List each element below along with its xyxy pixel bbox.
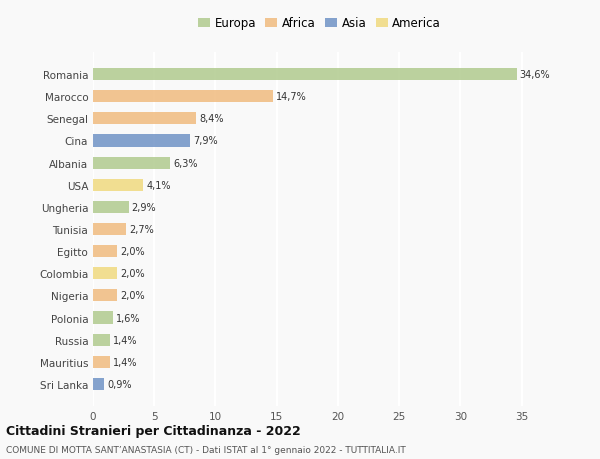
Bar	[93, 312, 113, 324]
Text: COMUNE DI MOTTA SANT’ANASTASIA (CT) - Dati ISTAT al 1° gennaio 2022 - TUTTITALIA: COMUNE DI MOTTA SANT’ANASTASIA (CT) - Da…	[6, 445, 406, 454]
Bar	[93, 202, 128, 213]
Bar	[93, 268, 118, 280]
Text: 8,4%: 8,4%	[199, 114, 223, 124]
Text: 1,4%: 1,4%	[113, 335, 138, 345]
Legend: Europa, Africa, Asia, America: Europa, Africa, Asia, America	[193, 13, 446, 35]
Text: 2,0%: 2,0%	[121, 269, 145, 279]
Text: 2,9%: 2,9%	[131, 202, 156, 213]
Text: 7,9%: 7,9%	[193, 136, 217, 146]
Text: 2,0%: 2,0%	[121, 291, 145, 301]
Text: 6,3%: 6,3%	[173, 158, 197, 168]
Bar	[93, 224, 126, 235]
Text: 2,0%: 2,0%	[121, 246, 145, 257]
Text: Cittadini Stranieri per Cittadinanza - 2022: Cittadini Stranieri per Cittadinanza - 2…	[6, 424, 301, 437]
Bar	[93, 157, 170, 169]
Bar	[93, 91, 273, 103]
Bar	[93, 378, 104, 390]
Bar	[93, 290, 118, 302]
Text: 14,7%: 14,7%	[276, 92, 307, 102]
Bar	[93, 69, 517, 81]
Text: 1,6%: 1,6%	[116, 313, 140, 323]
Bar	[93, 113, 196, 125]
Text: 2,7%: 2,7%	[129, 224, 154, 235]
Bar	[93, 356, 110, 368]
Bar	[93, 135, 190, 147]
Bar	[93, 246, 118, 257]
Text: 0,9%: 0,9%	[107, 379, 131, 389]
Text: 34,6%: 34,6%	[520, 70, 550, 80]
Bar	[93, 334, 110, 346]
Text: 4,1%: 4,1%	[146, 180, 171, 190]
Bar	[93, 179, 143, 191]
Text: 1,4%: 1,4%	[113, 357, 138, 367]
